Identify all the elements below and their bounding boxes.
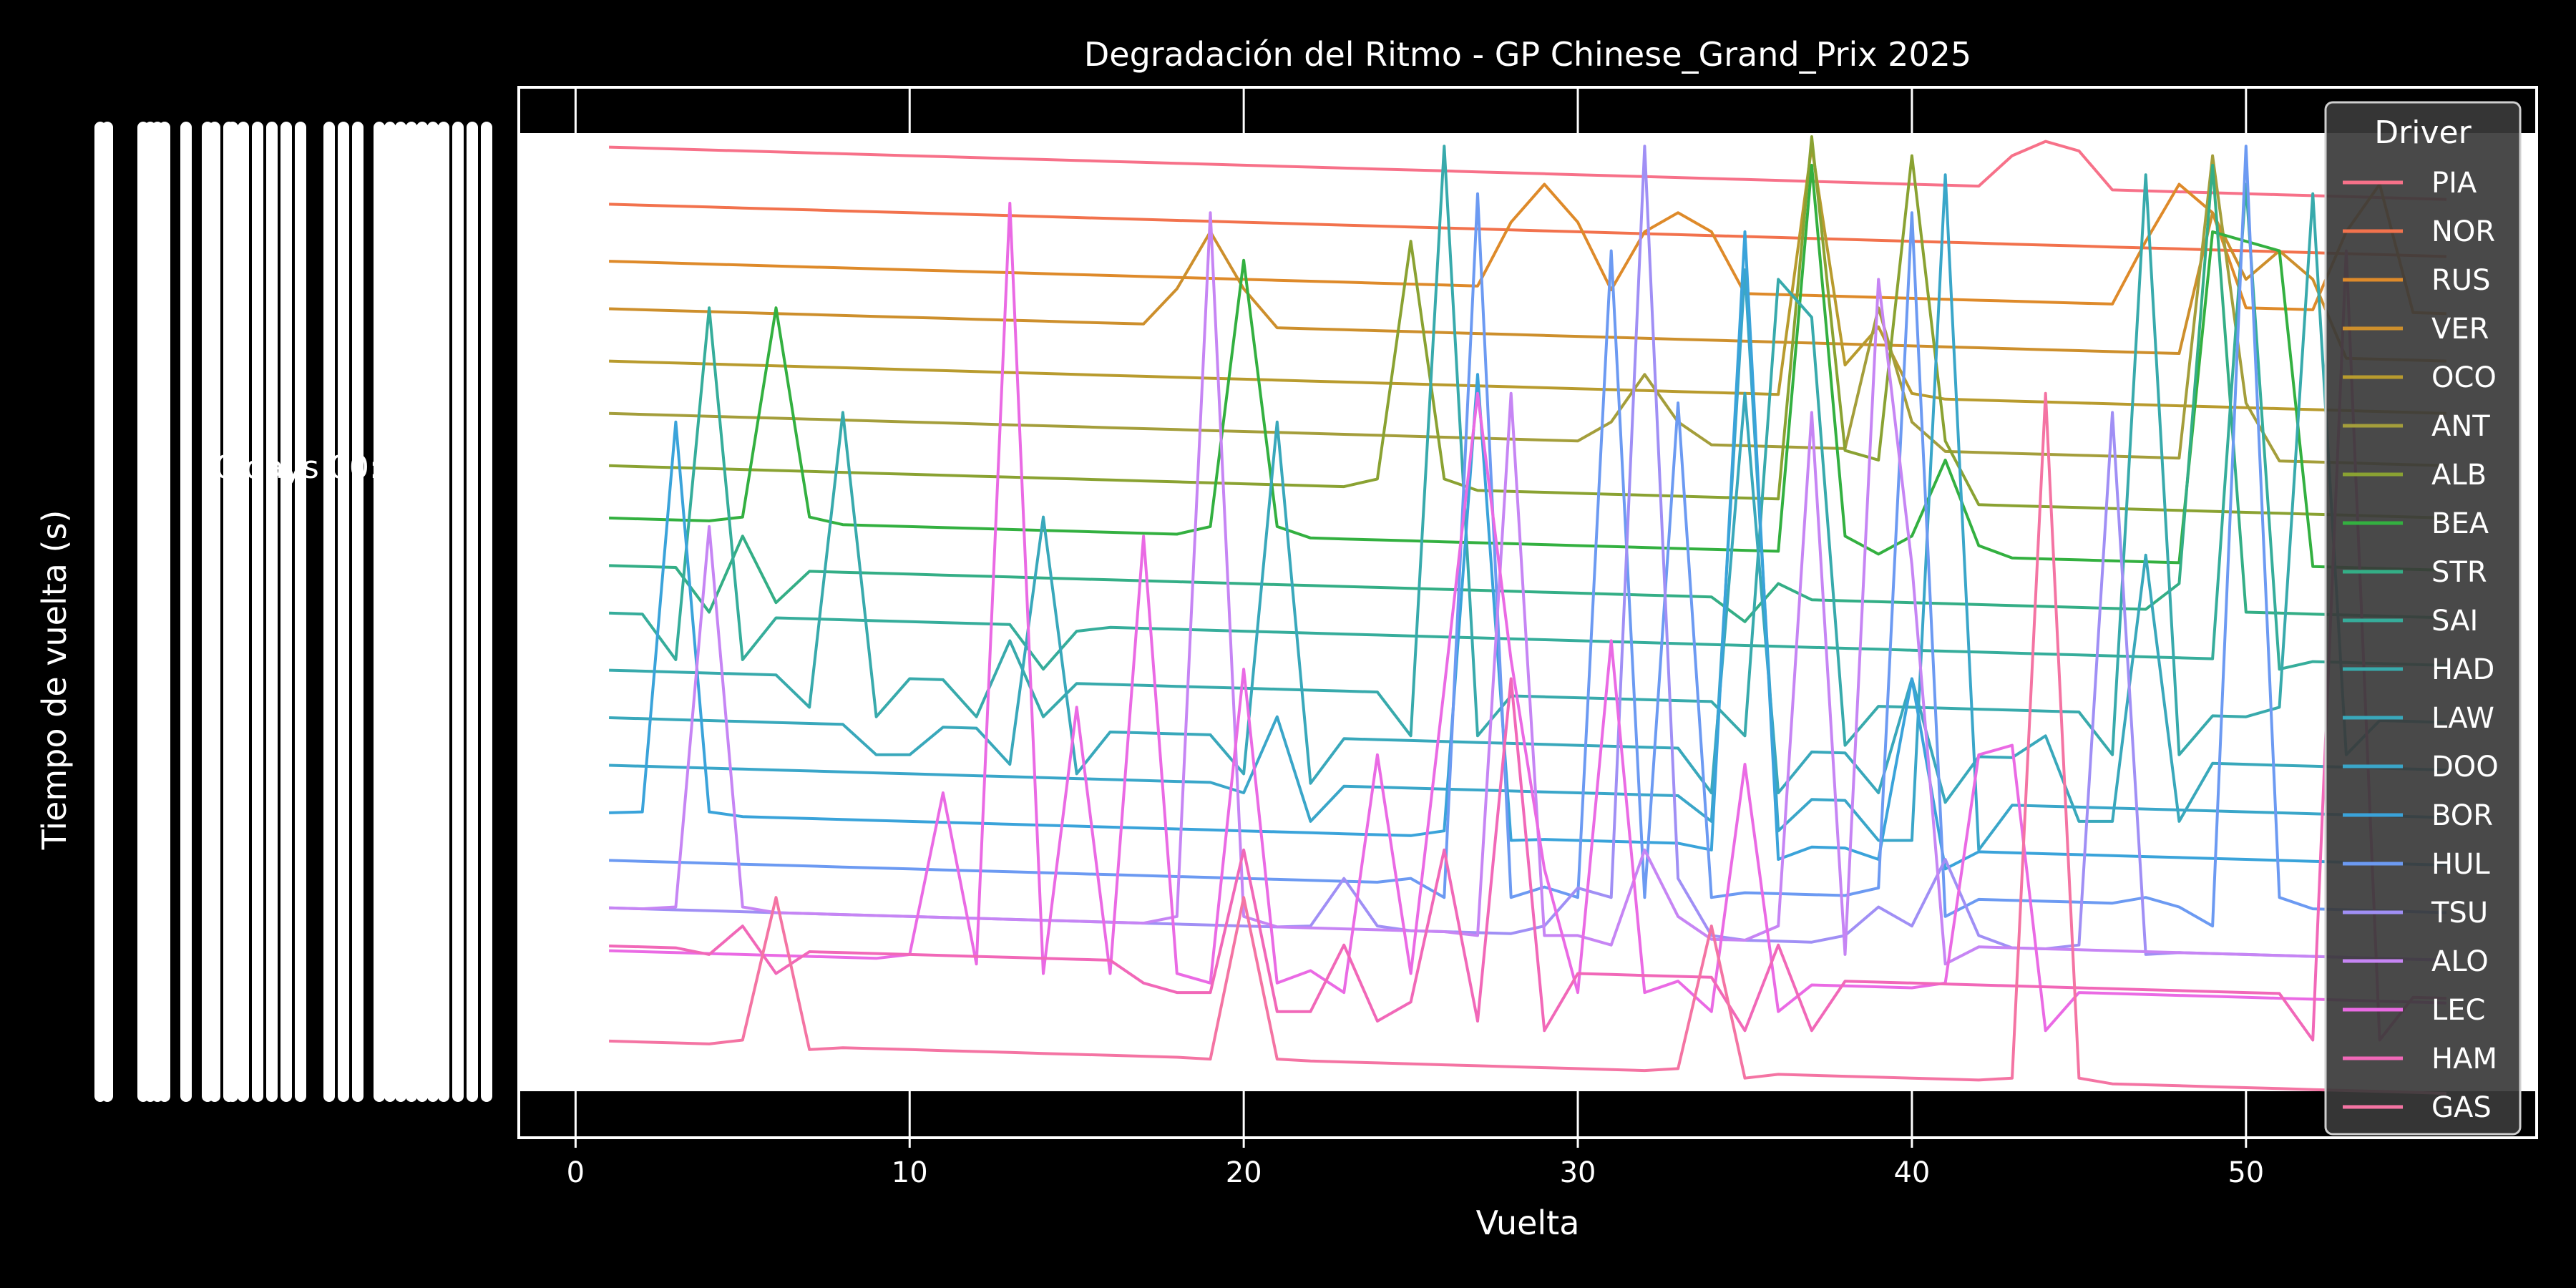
series-line-ham xyxy=(609,249,2446,1042)
series-line-alo xyxy=(609,211,2446,966)
legend-label: ALB xyxy=(2431,459,2487,492)
series-line-alb xyxy=(609,135,2446,519)
y-tick-label-stack-bar xyxy=(481,122,492,1102)
legend-label: PIA xyxy=(2431,167,2477,200)
legend-label: HAD xyxy=(2431,653,2494,686)
y-tick-label-stack-bar xyxy=(180,122,192,1102)
series-line-sai xyxy=(609,182,2446,671)
y-tick-label-stack-bar xyxy=(406,122,417,1102)
legend-label: HAM xyxy=(2431,1043,2497,1075)
legend-label: HUL xyxy=(2431,848,2490,881)
series-line-pia xyxy=(609,140,2446,201)
axes-frame xyxy=(517,86,2538,1139)
plot-area xyxy=(517,86,2538,1139)
legend-label: VER xyxy=(2431,313,2489,346)
y-tick-label-stack-bar xyxy=(252,122,263,1102)
y-tick-label-stack-bar xyxy=(384,122,396,1102)
series-line-had xyxy=(609,145,2446,756)
y-tick-label-stack-bar xyxy=(102,122,113,1102)
x-tick-label: 10 xyxy=(892,1156,928,1189)
y-tick-label-stack-bar xyxy=(280,122,292,1102)
x-tick-label: 30 xyxy=(1560,1156,1596,1189)
y-tick-label-stack-bar xyxy=(159,122,170,1102)
series-line-doo xyxy=(609,173,2446,852)
legend-label: LEC xyxy=(2431,994,2486,1027)
y-tick-label-stack-bar xyxy=(452,122,464,1102)
legend-label: ALO xyxy=(2431,945,2489,978)
legend-label: STR xyxy=(2431,556,2487,589)
y-tick-label-stack-bar xyxy=(238,122,249,1102)
legend-label: GAS xyxy=(2431,1091,2492,1124)
legend-label: BOR xyxy=(2431,799,2493,832)
y-tick-label-stack-bar xyxy=(209,122,220,1102)
series-line-gas xyxy=(609,391,2446,1095)
legend-label: ANT xyxy=(2431,410,2490,443)
legend-label: OCO xyxy=(2431,361,2497,394)
legend-label: SAI xyxy=(2431,605,2478,638)
x-tick-label: 50 xyxy=(2228,1156,2264,1189)
x-axis-label: Vuelta xyxy=(1476,1204,1580,1242)
y-tick-label-stack-bar xyxy=(338,122,349,1102)
legend: Driver PIA NOR RUS VER OCO ANT ALB BEA STR SAI HAD L… xyxy=(2324,101,2522,1136)
y-axis-tick-labels: 0 days 00:01: xyxy=(94,122,492,1102)
legend-box xyxy=(2324,101,2522,1136)
x-tick-label: 40 xyxy=(1893,1156,1930,1189)
series-line-hul xyxy=(609,145,2446,928)
x-axis-ticks: 0 10 20 30 40 50 xyxy=(567,1138,2264,1189)
legend-label: TSU xyxy=(2431,897,2488,930)
y-tick-label-fragment: 0 days 00:01: xyxy=(215,449,430,486)
legend-label: DOO xyxy=(2431,751,2499,784)
y-tick-label-stack-bar xyxy=(438,122,449,1102)
series-line-lec xyxy=(609,202,2446,1033)
legend-title: Driver xyxy=(2374,114,2472,151)
legend-label: NOR xyxy=(2431,215,2495,248)
y-tick-label-stack-bar xyxy=(227,122,238,1102)
series-line-bea xyxy=(609,163,2446,572)
chart-title: Degradación del Ritmo - GP Chinese_Grand… xyxy=(1084,35,1971,74)
y-tick-label-stack-bar xyxy=(295,122,306,1102)
series-line-oco xyxy=(609,145,2446,415)
y-tick-label-stack-bar xyxy=(427,122,439,1102)
x-tick-label: 0 xyxy=(567,1156,585,1189)
y-tick-label-stack-bar xyxy=(416,122,428,1102)
series-line-ant xyxy=(609,154,2446,467)
y-tick-label-stack-bar xyxy=(395,122,406,1102)
series-line-law xyxy=(609,391,2446,823)
series-line-ver xyxy=(609,211,2446,363)
y-tick-label-stack-bar xyxy=(467,122,478,1102)
legend-label: LAW xyxy=(2431,702,2494,735)
legend-label: BEA xyxy=(2431,507,2489,540)
y-tick-label-stack-bar xyxy=(352,122,364,1102)
legend-label: RUS xyxy=(2431,264,2490,297)
x-tick-label: 20 xyxy=(1226,1156,1262,1189)
y-tick-label-stack-bar xyxy=(374,122,385,1102)
y-tick-label-stack-bar xyxy=(266,122,278,1102)
y-tick-label-stack-bar xyxy=(323,122,335,1102)
plot-band xyxy=(519,133,2537,1091)
y-axis-label: Tiempo de vuelta (s) xyxy=(35,510,74,851)
